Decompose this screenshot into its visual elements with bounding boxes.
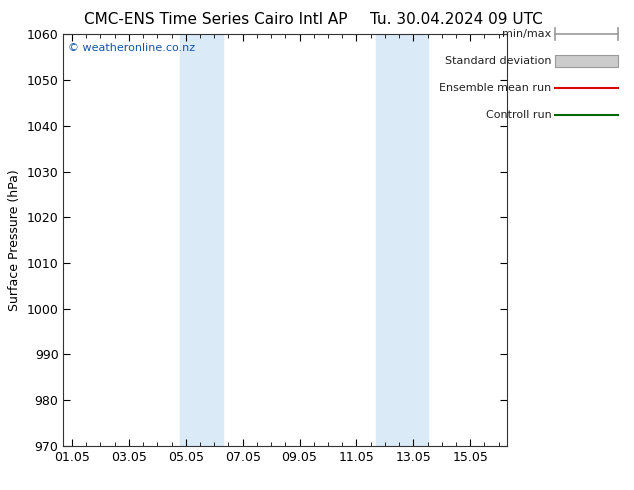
Text: min/max: min/max [502,29,552,39]
Text: Tu. 30.04.2024 09 UTC: Tu. 30.04.2024 09 UTC [370,12,543,27]
Text: Controll run: Controll run [486,110,552,120]
Y-axis label: Surface Pressure (hPa): Surface Pressure (hPa) [8,169,21,311]
Text: CMC-ENS Time Series Cairo Intl AP: CMC-ENS Time Series Cairo Intl AP [84,12,347,27]
Text: Standard deviation: Standard deviation [445,56,552,66]
Text: Ensemble mean run: Ensemble mean run [439,83,552,93]
Bar [180,34,223,446]
Text: © weatheronline.co.nz: © weatheronline.co.nz [68,43,195,52]
Bar [377,34,427,446]
